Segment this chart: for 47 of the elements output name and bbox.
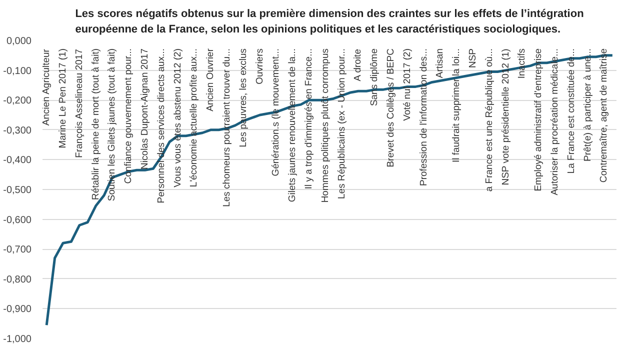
x-tick-label: Gilets jaunes renouvellement de la... [287,48,298,202]
x-tick-label: Brevet des Collèges / BEPC [386,48,396,168]
x-tick-label: Employé administratif d'entreprise [533,48,544,192]
x-tick-label: Les Républicains (ex - Union pour... [336,48,348,199]
x-tick-label: Vous vous êtes abstenu 2012 (2) [172,48,184,188]
x-tick-label: Rétablir la peine de mort (tout à fait) [90,48,102,200]
x-tick-label: Contremaître, agent de maîtrise [598,48,610,183]
x-tick-label: A droite [352,49,364,82]
y-tick-label: -0,300 [3,125,32,136]
y-tick-label: 0,000 [6,36,32,47]
x-tick-label: Nicolas Dupont-Aignan 2017 [140,48,150,170]
x-tick-label: Marine Le Pen 2017 (1) [58,48,68,148]
x-tick-label: La France est constituée de... [566,48,577,174]
x-tick-label: a France est une République où... [484,48,495,192]
x-tick-label: NSP vote présidentielle 2012 (1) [500,48,512,186]
x-tick-label: Hommes politiques plutôt corrompus [320,48,331,203]
x-tick-label: Ouvriers [254,48,266,84]
x-tick-label: Les chomeurs pourraient trouver du... [222,48,232,207]
y-tick-label: -0,900 [3,304,32,316]
x-tick-label: Soutien les Gilets jaunes (tout à fait) [106,48,118,202]
y-tick-label: -0,500 [3,185,32,196]
x-tick-label: Génération.s (le mouvement... [270,48,282,176]
y-tick-label: -0,400 [3,155,32,166]
y-tick-label: -0,800 [3,274,32,286]
y-tick-label: -0,600 [3,214,32,226]
x-tick-label: Il y a trop d'immigrés en France... [304,48,314,190]
x-tick-label: Confiance gouvernement pour... [123,48,134,184]
y-tick-label: -0,700 [3,244,32,256]
x-tick-label: Sans diplôme [369,48,380,106]
x-tick-label: Prêt(e) à participer à une... [582,48,594,162]
x-tick-label: Profession de l'information des... [418,48,430,186]
x-tick-label: Ancien Agriculteur [41,49,52,126]
x-tick-label: Autoriser la procréation médicale... [550,48,560,196]
x-tick-label: François Asselineau 2017 [74,49,85,158]
chart-title: Les scores négatifs obtenus sur la première dimension des craintes sur les effets de l’intégration européenne de la France, selon les opinions politiques et les caractéristiques sociologiques. [75,8,584,36]
y-tick-label: -0,200 [3,96,32,107]
x-tick-label: Personnel des services directs aux... [156,48,167,204]
x-tick-label: Les pauvres, les exclus [238,48,249,148]
x-tick-label: Artisan [434,48,446,78]
x-tick-label: Voté nul 2017 (2) [402,48,413,121]
x-tick-label: Il faudrait supprimer la loi... [451,48,462,163]
y-tick-label: -1,000 [3,334,32,345]
x-tick-label: Inactifs [516,48,528,79]
x-tick-label: L'économie actuelle profite aux... [188,48,200,188]
x-tick-label: Ancien Ouvrier [205,48,216,112]
x-tick-label: NSP [468,48,478,68]
y-tick-label: -0,100 [3,66,32,77]
